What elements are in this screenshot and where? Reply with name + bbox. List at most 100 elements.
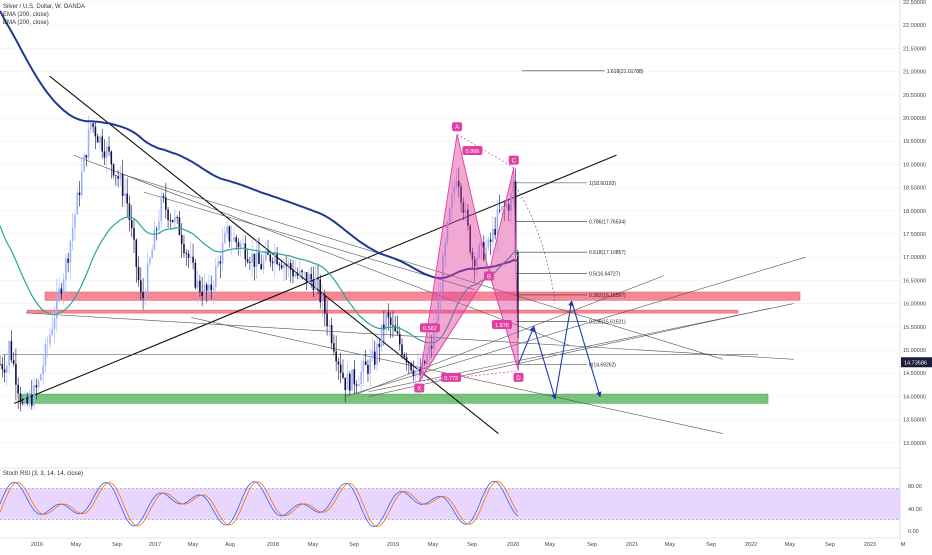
candle-body <box>151 249 153 259</box>
candle-body <box>28 394 31 404</box>
trendline <box>25 312 794 360</box>
candle-body <box>67 258 69 263</box>
candle-body <box>378 343 381 348</box>
candle-body <box>165 197 167 210</box>
candle-body <box>271 261 274 264</box>
pattern-point-badge <box>508 155 519 165</box>
pattern-point-a: A <box>455 125 459 131</box>
candle-body <box>312 279 315 290</box>
candle-body <box>6 365 8 373</box>
candle-body <box>237 242 240 248</box>
candle-body <box>267 251 269 255</box>
candle-body <box>444 242 446 257</box>
candle-body <box>160 195 163 222</box>
fib-label: 1(18.60193) <box>589 181 616 187</box>
y-tick-label: 20.00000 <box>903 116 926 122</box>
candle-body <box>433 332 435 349</box>
y-tick-label: 13.50000 <box>903 418 926 424</box>
candle-body <box>373 351 376 365</box>
candle-body <box>208 284 210 291</box>
candle-body <box>299 270 301 276</box>
candle-body <box>33 385 35 406</box>
candle-body <box>117 176 119 179</box>
candle-body <box>294 274 297 277</box>
candle-body <box>71 227 74 241</box>
candle-body <box>253 253 256 267</box>
candle-body <box>94 126 97 137</box>
y-tick-label: 21.00000 <box>903 70 926 76</box>
candle-body <box>135 239 138 267</box>
candle-body <box>430 345 433 349</box>
y-tick-label: 19.50000 <box>903 139 926 145</box>
candle-body <box>128 203 131 221</box>
candle-body <box>469 225 471 253</box>
y-tick-label: 22.50000 <box>903 0 926 6</box>
candle-body <box>308 274 310 283</box>
candle-body <box>80 171 83 196</box>
x-tick-label: M <box>901 542 906 548</box>
y-tick-label: 17.50000 <box>903 232 926 238</box>
candle-body <box>453 187 456 194</box>
candle-body <box>287 263 290 266</box>
candle-body <box>224 232 226 243</box>
candle-body <box>496 209 499 236</box>
ema-lines <box>0 10 519 344</box>
candle-body <box>76 192 79 215</box>
candle-body <box>455 180 458 188</box>
candle-body <box>8 341 10 366</box>
candle-body <box>487 239 490 248</box>
candle-body <box>44 344 47 366</box>
candle-body <box>392 324 394 326</box>
trendline <box>344 256 806 397</box>
candle-body <box>51 329 54 335</box>
candle-body <box>221 242 224 264</box>
candle-body <box>321 295 324 303</box>
ema-line-green <box>0 216 519 344</box>
zone-resistance-lower <box>26 309 739 314</box>
x-tick-label: Aug <box>225 542 235 548</box>
candle-body <box>203 284 206 297</box>
candle-body <box>26 397 29 404</box>
candle-body <box>96 136 99 143</box>
candle-body <box>201 291 203 297</box>
candle-body <box>262 260 265 270</box>
y-tick-label: 15.00000 <box>903 348 926 354</box>
pattern-point-c: C <box>512 159 517 165</box>
fib-label: 0.5(16.64727) <box>589 272 620 278</box>
candle-body <box>90 123 92 130</box>
candle-body <box>423 360 426 364</box>
candle-body <box>351 369 353 391</box>
candle-body <box>360 371 362 385</box>
ema-legend-2: EMA (200, close) <box>3 20 49 26</box>
projection-arrow <box>571 301 602 398</box>
candle-body <box>285 264 287 266</box>
candle-body <box>40 374 42 381</box>
ratio-badge <box>462 145 483 155</box>
x-tick-label: May <box>545 542 556 548</box>
candle-body <box>417 368 419 372</box>
candle-body <box>269 254 272 262</box>
candle-body <box>183 243 185 254</box>
candle-body <box>314 277 317 290</box>
candle-body <box>260 263 263 270</box>
candle-body <box>517 252 519 339</box>
candle-body <box>303 272 306 273</box>
candle-body <box>199 280 201 292</box>
candle-body <box>35 385 38 388</box>
candle-body <box>335 351 337 362</box>
candle-body <box>460 186 462 203</box>
fib-label: 0.618(17.10857) <box>589 250 626 256</box>
candle-body <box>305 272 308 283</box>
candle-body <box>408 362 410 364</box>
candle-body <box>401 344 403 356</box>
candle-body <box>264 251 267 261</box>
candle-body <box>21 402 24 404</box>
chart-legend: Silver / U.S. Dollar, W, OANDA EMA (200,… <box>3 3 85 27</box>
candle-body <box>92 123 94 127</box>
price-badge <box>901 357 932 368</box>
pattern-ac <box>456 133 514 168</box>
candle-body <box>464 209 467 213</box>
candle-body <box>367 364 369 374</box>
candle-body <box>30 394 33 406</box>
